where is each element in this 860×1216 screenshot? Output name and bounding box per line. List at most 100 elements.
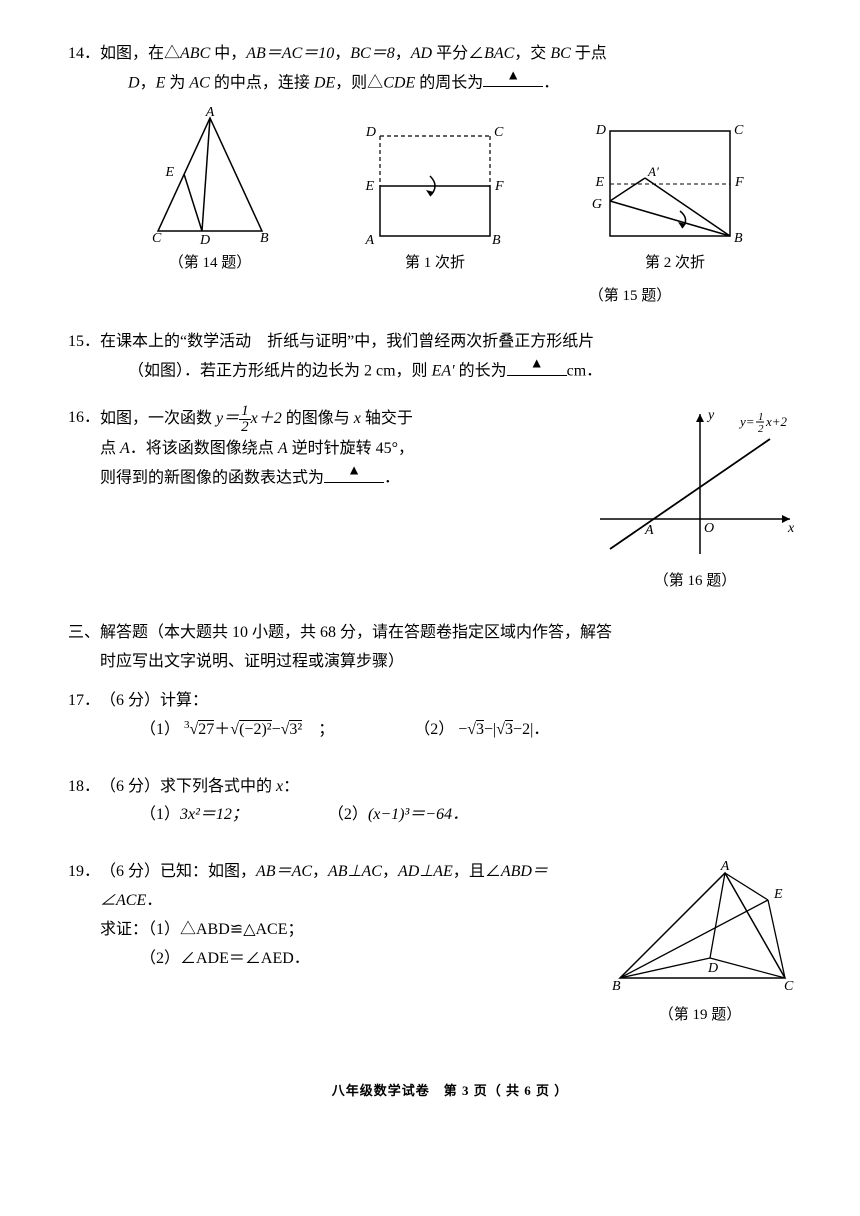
svg-text:O: O — [704, 521, 714, 536]
answer-blank: ▲ — [507, 357, 567, 376]
text: 点 — [100, 440, 120, 457]
svg-text:G: G — [592, 197, 602, 212]
svg-text:A: A — [644, 523, 654, 538]
svg-text:A′: A′ — [647, 164, 659, 179]
label: （1） — [140, 721, 180, 738]
label: （2） — [414, 721, 454, 738]
problem-text: 如图，在△ABC 中，AB＝AC＝10，BC＝8，AD 平分∠BAC，交 BC … — [100, 40, 800, 69]
math: A — [278, 440, 288, 457]
math: CDE — [383, 74, 415, 91]
math: AB⊥AC — [328, 863, 382, 880]
problem-text: （6 分）计算： — [100, 687, 800, 716]
math: (x−1)³＝−64． — [368, 806, 468, 823]
svg-text:D: D — [199, 233, 210, 246]
subparts: （1） 3√27＋√(−2)²−√3² ； （2） −√3−|√3−2|． — [140, 716, 800, 745]
text: 轴交于 — [361, 411, 413, 428]
text: ， — [395, 45, 411, 62]
math: AD — [411, 45, 432, 62]
fold-caption: 第 1 次折 — [360, 250, 510, 277]
text: ．将该函数图像绕点 — [130, 440, 278, 457]
svg-text:x+2: x+2 — [765, 414, 788, 429]
math: y＝ — [216, 411, 239, 428]
svg-text:A: A — [205, 106, 215, 120]
math: E — [156, 74, 166, 91]
math: D — [128, 74, 140, 91]
text: 为 — [165, 74, 189, 91]
label: （2） — [328, 806, 368, 823]
math-expr: 3√27＋√(−2)²−√3² ； — [184, 721, 334, 738]
math: x — [354, 411, 361, 428]
answer-blank: ▲ — [483, 69, 543, 88]
figure-14: A E C D B （第 14 题） — [140, 106, 280, 277]
problem-number: 17． — [68, 687, 100, 716]
part-2: （2） −√3−|√3−2|． — [414, 716, 549, 745]
text: （2）∠ADE＝∠AED． — [140, 950, 310, 967]
math: DE — [314, 74, 335, 91]
math: BAC — [484, 45, 514, 62]
math: AB＝AC＝10 — [246, 45, 334, 62]
svg-text:B: B — [734, 231, 743, 246]
svg-text:2: 2 — [758, 423, 764, 435]
math: BC＝8 — [350, 45, 394, 62]
svg-text:D: D — [707, 961, 718, 976]
page-footer: 八年级数学试卷 第 3 页（ 共 6 页 ） — [100, 1079, 800, 1102]
text: 平分∠ — [432, 45, 484, 62]
problem-17: 17． （6 分）计算： （1） 3√27＋√(−2)²−√3² ； （2） −… — [100, 687, 800, 745]
problem-number: 16． — [68, 404, 100, 433]
square-fold2-diagram: D C E A′ F G B — [590, 116, 760, 246]
text: （如图）．若正方形纸片的边长为 2 cm，则 — [128, 363, 432, 380]
problem-14: 14． 如图，在△ABC 中，AB＝AC＝10，BC＝8，AD 平分∠BAC，交… — [100, 40, 800, 310]
svg-text:B: B — [492, 233, 501, 246]
text: （6 分）已知：如图， — [100, 863, 256, 880]
svg-text:F: F — [734, 175, 744, 190]
figure-caption: （第 19 题） — [600, 1002, 800, 1029]
text: 三、解答题（本大题共 10 小题，共 68 分，请在答题卷指定区域内作答，解答 — [68, 619, 800, 648]
problem-16: 16． 如图，一次函数 y＝12x＋2 的图像与 x 轴交于 点 A．将该函数图… — [100, 404, 800, 595]
text: 于点 — [571, 45, 607, 62]
svg-text:E: E — [773, 887, 783, 902]
text: cm． — [567, 363, 603, 380]
svg-text:A: A — [364, 233, 374, 246]
problem-text: 在课本上的“数学活动 折纸与证明”中，我们曾经两次折叠正方形纸片 — [100, 328, 800, 357]
text: 逆时针旋转 45°， — [288, 440, 414, 457]
problem-text: 如图，一次函数 y＝12x＋2 的图像与 x 轴交于 点 A．将该函数图像绕点 … — [100, 404, 570, 493]
text: ． — [543, 74, 559, 91]
math: AC — [189, 74, 209, 91]
problem-number: 19． — [68, 858, 100, 887]
problem-15: 15． 在课本上的“数学活动 折纸与证明”中，我们曾经两次折叠正方形纸片 （如图… — [100, 328, 800, 386]
text: ， — [334, 45, 350, 62]
math: AB＝AC — [256, 863, 312, 880]
text: ，则△ — [335, 74, 383, 91]
svg-text:B: B — [260, 231, 269, 246]
svg-text:E: E — [164, 165, 174, 180]
problem-text: （6 分）已知：如图，AB＝AC，AB⊥AC，AD⊥AE，且∠ABD＝∠ACE．… — [100, 858, 580, 973]
text: ， — [140, 74, 156, 91]
figure-caption: （第 14 题） — [140, 250, 280, 277]
text: 的图像与 — [282, 411, 354, 428]
svg-text:A: A — [720, 859, 730, 874]
text: 的周长为 — [415, 74, 483, 91]
text: 如图，一次函数 — [100, 411, 216, 428]
answer-blank: ▲ — [324, 464, 384, 483]
problem-text: （6 分）求下列各式中的 x： — [100, 773, 800, 802]
svg-text:C: C — [784, 979, 794, 994]
text: 如图，在△ — [100, 45, 180, 62]
math: A — [120, 440, 130, 457]
svg-text:1: 1 — [758, 411, 764, 423]
text: 求证：（1）△ABD≌△ACE； — [100, 921, 304, 938]
math: BC — [550, 45, 570, 62]
part-1: （1） 3√27＋√(−2)²−√3² ； — [140, 716, 334, 745]
text: ． — [384, 470, 400, 487]
section-3-heading: 三、解答题（本大题共 10 小题，共 68 分，请在答题卷指定区域内作答，解答 … — [68, 619, 800, 677]
svg-text:C: C — [734, 123, 744, 138]
svg-text:y=: y= — [738, 414, 755, 429]
math: ABC — [180, 45, 210, 62]
svg-text:x: x — [787, 521, 795, 536]
triangle-diagram: A E C D B — [140, 106, 280, 246]
svg-text:E: E — [364, 179, 374, 194]
math: EA′ — [432, 363, 455, 380]
figure-row-14-15: A E C D B （第 14 题） D C E F A B — [100, 106, 800, 277]
fold-caption: 第 2 次折 — [590, 250, 760, 277]
text: 的中点，连接 — [210, 74, 314, 91]
part-2: （2）(x−1)³＝−64． — [328, 801, 468, 830]
